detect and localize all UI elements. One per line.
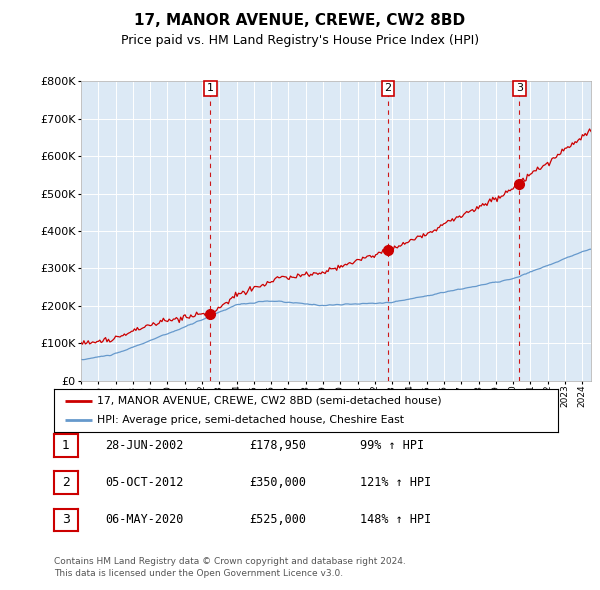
Text: Price paid vs. HM Land Registry's House Price Index (HPI): Price paid vs. HM Land Registry's House … <box>121 34 479 47</box>
Text: 121% ↑ HPI: 121% ↑ HPI <box>360 476 431 489</box>
Text: 06-MAY-2020: 06-MAY-2020 <box>105 513 184 526</box>
Text: 05-OCT-2012: 05-OCT-2012 <box>105 476 184 489</box>
Text: 28-JUN-2002: 28-JUN-2002 <box>105 439 184 452</box>
Text: 148% ↑ HPI: 148% ↑ HPI <box>360 513 431 526</box>
Text: 3: 3 <box>516 83 523 93</box>
Text: This data is licensed under the Open Government Licence v3.0.: This data is licensed under the Open Gov… <box>54 569 343 578</box>
Text: 1: 1 <box>207 83 214 93</box>
Text: 2: 2 <box>62 476 70 489</box>
Text: 17, MANOR AVENUE, CREWE, CW2 8BD: 17, MANOR AVENUE, CREWE, CW2 8BD <box>134 13 466 28</box>
Text: 3: 3 <box>62 513 70 526</box>
Text: 99% ↑ HPI: 99% ↑ HPI <box>360 439 424 452</box>
Text: 2: 2 <box>385 83 391 93</box>
Text: £525,000: £525,000 <box>249 513 306 526</box>
Text: 1: 1 <box>62 439 70 452</box>
Text: 17, MANOR AVENUE, CREWE, CW2 8BD (semi-detached house): 17, MANOR AVENUE, CREWE, CW2 8BD (semi-d… <box>97 396 442 406</box>
Text: HPI: Average price, semi-detached house, Cheshire East: HPI: Average price, semi-detached house,… <box>97 415 404 425</box>
Text: £350,000: £350,000 <box>249 476 306 489</box>
Text: Contains HM Land Registry data © Crown copyright and database right 2024.: Contains HM Land Registry data © Crown c… <box>54 557 406 566</box>
Text: £178,950: £178,950 <box>249 439 306 452</box>
